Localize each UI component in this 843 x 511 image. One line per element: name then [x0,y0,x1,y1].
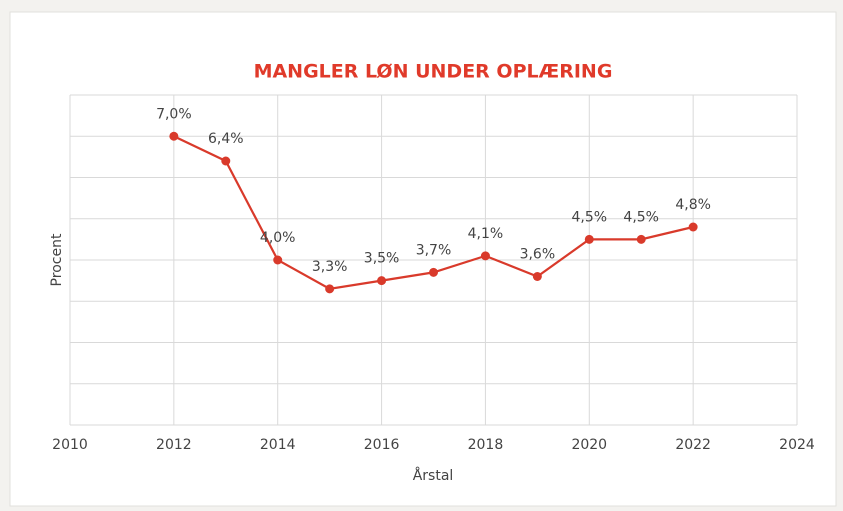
point [273,255,283,265]
data-label: 4,5% [623,209,659,225]
data-label: 4,1% [468,226,504,242]
data-label: 4,5% [571,209,607,225]
point [688,222,698,232]
x-tick-label: 2010 [52,437,88,453]
x-tick-label: 2012 [156,437,192,453]
data-label: 4,8% [675,197,711,213]
point [325,284,335,294]
point [636,234,646,244]
point [377,276,387,286]
data-label: 4,0% [260,230,296,246]
x-axis-label: Årstal [413,467,454,484]
chart-title: MANGLER LØN UNDER OPLÆRING [254,61,613,83]
point [480,251,490,261]
point [584,234,594,244]
x-tick-label: 2016 [364,437,400,453]
point [169,131,179,141]
point [429,267,438,277]
x-tick-label: 2024 [779,437,815,453]
data-label: 3,5% [364,251,400,267]
card [9,11,837,507]
x-tick-label: 2018 [468,437,504,453]
data-label: 7,0% [156,106,192,122]
point [532,272,542,281]
y-axis-label: Procent [49,233,65,286]
x-tick-label: 2020 [571,437,607,453]
data-label: 3,6% [520,247,556,263]
point [221,156,231,166]
data-label: 3,3% [312,259,348,275]
data-label: 6,4% [208,131,244,147]
data-label: 3,7% [416,242,452,258]
x-tick-label: 2022 [675,437,711,453]
x-tick-label: 2014 [260,437,296,453]
